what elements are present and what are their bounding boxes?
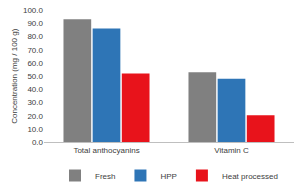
svg-text:30.0: 30.0 xyxy=(27,98,43,107)
svg-text:100.0: 100.0 xyxy=(23,6,44,15)
svg-text:0.0: 0.0 xyxy=(32,138,44,147)
svg-text:80.0: 80.0 xyxy=(27,32,43,41)
svg-text:60.0: 60.0 xyxy=(27,59,43,68)
svg-text:Vitamin C: Vitamin C xyxy=(214,146,249,155)
svg-text:40.0: 40.0 xyxy=(27,85,43,94)
svg-text:Fresh: Fresh xyxy=(95,172,115,181)
svg-text:Heat processed: Heat processed xyxy=(222,172,278,181)
svg-text:Concentration (mg / 100 g): Concentration (mg / 100 g) xyxy=(10,28,19,123)
svg-text:HPP: HPP xyxy=(160,172,176,181)
svg-text:70.0: 70.0 xyxy=(27,46,43,55)
svg-text:20.0: 20.0 xyxy=(27,112,43,121)
svg-text:Total anthocyanins: Total anthocyanins xyxy=(73,146,139,155)
svg-text:50.0: 50.0 xyxy=(27,72,43,81)
svg-text:90.0: 90.0 xyxy=(27,19,43,28)
svg-text:10.0: 10.0 xyxy=(27,125,43,134)
